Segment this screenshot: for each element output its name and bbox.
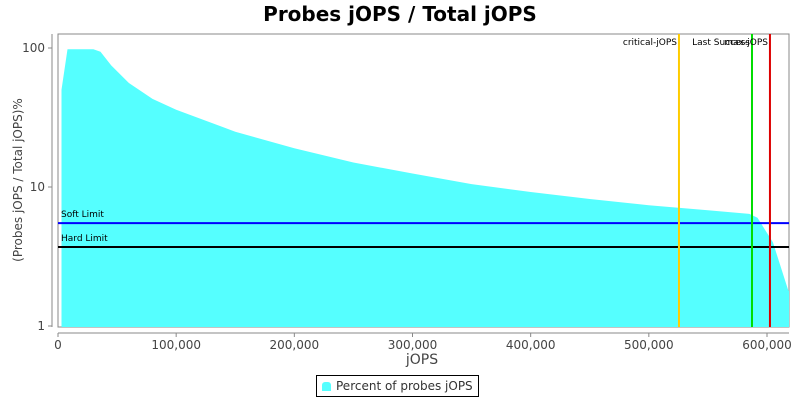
legend-label: Percent of probes jOPS (336, 379, 473, 393)
svg-text:critical-jOPS: critical-jOPS (623, 38, 677, 48)
axes: 0 100,000 200,000 300,000 400,000 500,000 600,… (22, 34, 792, 352)
legend-swatch-icon (322, 381, 331, 391)
data-area (61, 49, 789, 327)
svg-text:Soft Limit: Soft Limit (61, 210, 104, 220)
svg-text:Hard Limit: Hard Limit (61, 234, 108, 244)
horizontal-threshold-lines: Soft Limit Hard Limit (58, 210, 789, 249)
y-axis-label: (Probes jOPS / Total jOPS)% (11, 98, 25, 262)
svg-text:10: 10 (30, 180, 45, 194)
svg-text:Last Success: Last Success (692, 38, 750, 48)
svg-text:400,000: 400,000 (506, 338, 556, 352)
svg-text:600,000: 600,000 (742, 338, 792, 352)
svg-text:200,000: 200,000 (270, 338, 320, 352)
legend: Percent of probes jOPS (316, 375, 479, 397)
x-axis-label: jOPS (405, 352, 438, 368)
chart-title: Probes jOPS / Total jOPS (263, 2, 537, 26)
svg-text:100: 100 (22, 41, 45, 55)
svg-text:0: 0 (54, 338, 62, 352)
svg-text:1: 1 (37, 319, 45, 333)
svg-text:100,000: 100,000 (151, 338, 201, 352)
svg-text:300,000: 300,000 (388, 338, 438, 352)
svg-text:500,000: 500,000 (624, 338, 674, 352)
svg-text:max-jOPS: max-jOPS (724, 38, 768, 48)
